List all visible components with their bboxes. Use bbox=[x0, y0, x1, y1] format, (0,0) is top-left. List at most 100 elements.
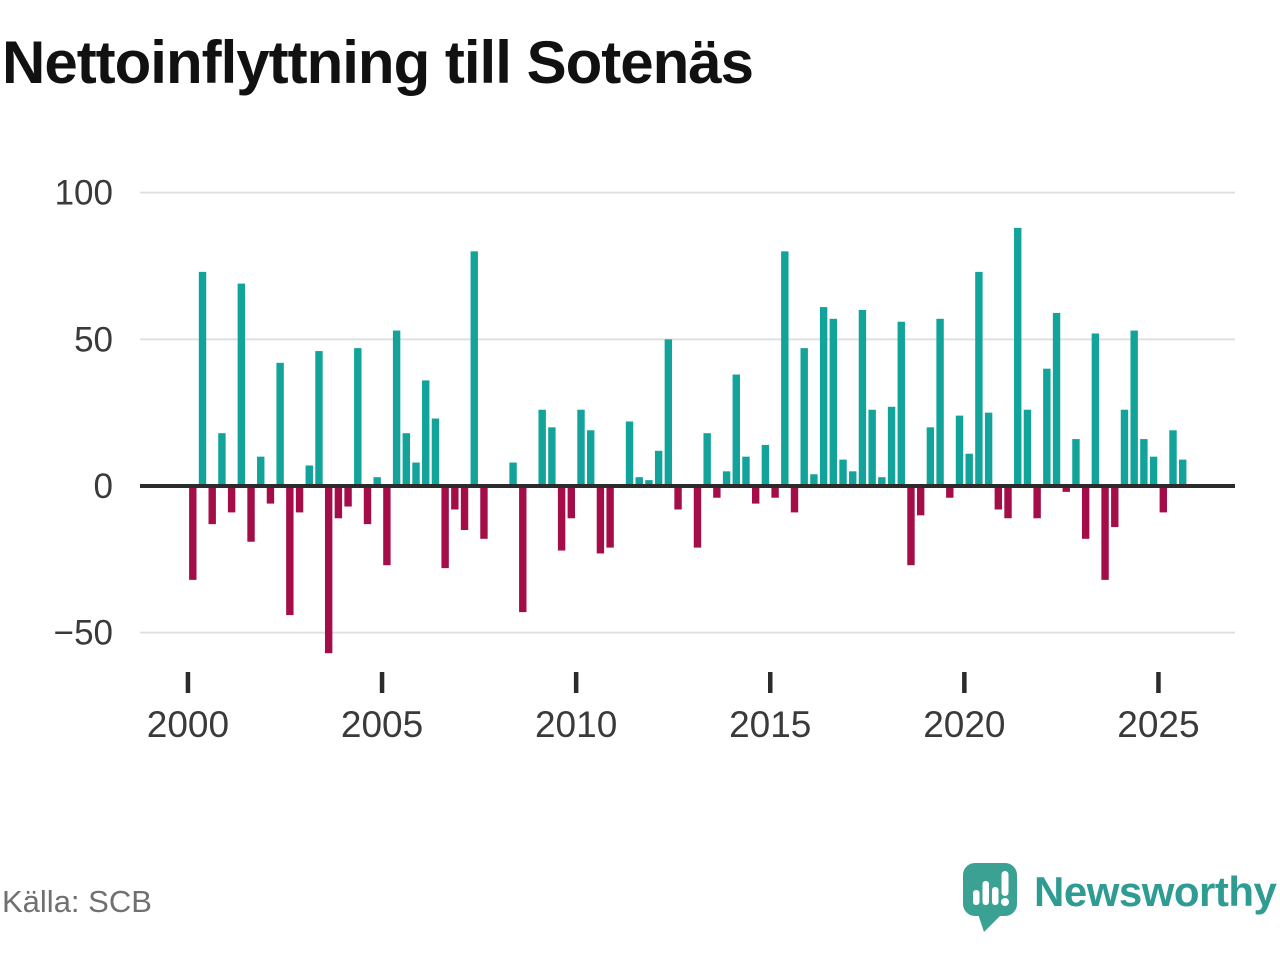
bar-negative bbox=[1101, 486, 1109, 580]
bar-positive bbox=[887, 406, 896, 486]
bar-positive bbox=[548, 427, 556, 486]
bar-negative bbox=[674, 486, 682, 510]
bar-positive bbox=[431, 418, 440, 486]
bar-positive bbox=[1023, 409, 1032, 486]
bar-negative bbox=[1004, 486, 1012, 519]
bar-positive bbox=[1149, 456, 1158, 486]
bar-positive bbox=[198, 271, 207, 486]
bar-negative bbox=[363, 486, 372, 525]
bar-negative bbox=[994, 486, 1003, 510]
bar-negative bbox=[907, 486, 915, 566]
bar-positive bbox=[732, 374, 740, 486]
y-tick-label: 100 bbox=[55, 174, 113, 213]
x-tick-label: 2015 bbox=[729, 704, 811, 745]
bar-negative bbox=[266, 486, 275, 504]
bar-positive bbox=[984, 412, 993, 486]
bar-positive bbox=[819, 307, 828, 486]
bar-negative bbox=[383, 486, 391, 566]
bar-positive bbox=[402, 433, 411, 486]
bar-positive bbox=[1072, 439, 1080, 486]
newsworthy-speech-bubble-bar-chart-icon bbox=[963, 863, 1017, 932]
bar-positive bbox=[1052, 312, 1061, 486]
bar-positive bbox=[635, 477, 643, 486]
bar-positive bbox=[354, 348, 362, 486]
bar-negative bbox=[751, 486, 760, 504]
bar-negative bbox=[596, 486, 605, 554]
bar-positive bbox=[955, 415, 964, 486]
bar-positive bbox=[305, 465, 313, 486]
bar-positive bbox=[538, 409, 546, 486]
bar-positive bbox=[858, 310, 867, 486]
bar-positive bbox=[470, 251, 478, 486]
x-tick-label: 2025 bbox=[1117, 704, 1199, 745]
bar-negative bbox=[208, 486, 216, 525]
bar-positive bbox=[412, 462, 420, 486]
bar-negative bbox=[227, 486, 236, 513]
bar-positive bbox=[810, 474, 818, 486]
x-tick-label: 2005 bbox=[341, 704, 423, 745]
bar-negative bbox=[1159, 486, 1167, 513]
y-tick-label: −50 bbox=[54, 614, 113, 653]
bar-positive bbox=[237, 283, 246, 486]
bar-negative bbox=[441, 486, 449, 569]
bar-positive bbox=[761, 444, 770, 486]
bar-positive bbox=[1043, 368, 1051, 486]
bar-negative bbox=[693, 486, 702, 548]
bar-positive bbox=[1140, 439, 1148, 486]
logo-bubble-shape bbox=[963, 863, 1017, 916]
bar-positive bbox=[392, 330, 401, 486]
bar-negative bbox=[1033, 486, 1041, 519]
bar-positive bbox=[722, 471, 731, 486]
bar-negative bbox=[480, 486, 488, 539]
bar-positive bbox=[625, 421, 634, 486]
bar-negative bbox=[1062, 486, 1070, 492]
bar-positive bbox=[849, 471, 857, 486]
bar-positive bbox=[373, 477, 381, 486]
x-tick-label: 2020 bbox=[923, 704, 1005, 745]
bar-positive bbox=[276, 362, 284, 486]
bar-positive bbox=[1120, 409, 1129, 486]
bar-negative bbox=[606, 486, 614, 548]
logo-bar-2 bbox=[982, 881, 989, 905]
bar-positive bbox=[781, 251, 789, 486]
bar-negative bbox=[946, 486, 954, 498]
bar-negative bbox=[334, 486, 343, 519]
bar-positive bbox=[1169, 430, 1177, 486]
bar-positive bbox=[645, 480, 653, 486]
bar-positive bbox=[218, 433, 226, 486]
bar-positive bbox=[1091, 333, 1100, 486]
bar-positive bbox=[257, 456, 265, 486]
bar-negative bbox=[247, 486, 255, 542]
bar-positive bbox=[422, 380, 430, 486]
bar-positive bbox=[1179, 459, 1187, 486]
bar-negative bbox=[713, 486, 721, 498]
bar-positive bbox=[926, 427, 935, 486]
bar-positive bbox=[965, 453, 973, 486]
bar-positive bbox=[975, 271, 983, 486]
bar-positive bbox=[1014, 227, 1022, 486]
bar-positive bbox=[936, 318, 944, 486]
logo-bar-3 bbox=[992, 887, 999, 905]
x-tick-label: 2010 bbox=[535, 704, 617, 745]
bar-positive bbox=[839, 459, 847, 486]
bar-positive bbox=[315, 351, 323, 486]
y-tick-label: 0 bbox=[94, 467, 113, 506]
bar-negative bbox=[771, 486, 779, 498]
bar-positive bbox=[800, 348, 808, 486]
bar-negative bbox=[189, 486, 197, 580]
bar-negative bbox=[916, 486, 925, 516]
bar-positive bbox=[509, 462, 517, 486]
logo-bar-1 bbox=[973, 890, 980, 905]
chart-title: Nettoinflyttning till Sotenäs bbox=[2, 29, 754, 96]
bar-negative bbox=[1111, 486, 1119, 528]
newsworthy-logo: Newsworthy bbox=[960, 858, 1280, 934]
bar-negative bbox=[344, 486, 352, 507]
bar-positive bbox=[897, 321, 905, 486]
bar-negative bbox=[324, 486, 333, 654]
bar-negative bbox=[295, 486, 304, 513]
logo-exclamation-bar bbox=[1001, 871, 1009, 896]
y-tick-label: 50 bbox=[74, 320, 113, 359]
logo-exclamation-dot bbox=[1001, 898, 1009, 906]
